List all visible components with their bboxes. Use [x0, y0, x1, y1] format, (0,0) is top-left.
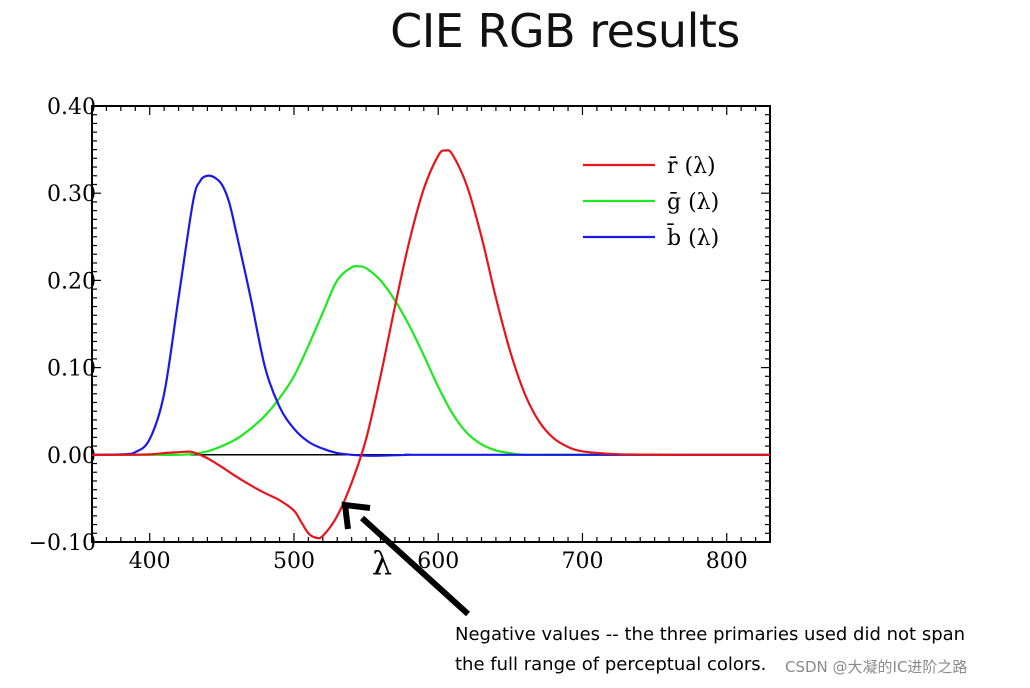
y-tick-label: 0.00 [47, 444, 96, 469]
annotation-line-2: the full range of perceptual colors. [455, 654, 767, 675]
x-tick-label: 500 [273, 549, 315, 574]
x-axis-label: λ [372, 544, 392, 582]
legend-g-bar-label: ḡ (λ) [667, 190, 719, 215]
legend-r-bar-label: r̄ (λ) [667, 154, 716, 179]
annotation: Negative values -- the three primaries u… [455, 620, 1025, 680]
watermark: CSDN @大凝的IC进阶之路 [785, 658, 968, 676]
r-bar-series-line [92, 149, 770, 540]
g-bar-series-line [92, 264, 770, 457]
annotation-arrow-head [341, 501, 371, 530]
x-tick-label: 800 [706, 549, 748, 574]
x-tick-label: 400 [129, 549, 171, 574]
x-tick-label: 700 [561, 549, 603, 574]
y-tick-label: −0.10 [29, 531, 96, 556]
b-bar-series-line [92, 174, 770, 457]
y-tick-label: 0.30 [47, 182, 96, 207]
annotation-arrow-shaft [359, 515, 471, 617]
x-tick-label: 600 [417, 549, 459, 574]
legend-b-bar-label: b̄ (λ) [667, 223, 719, 251]
y-tick-label: 0.40 [47, 95, 96, 120]
y-tick-label: 0.10 [47, 357, 96, 382]
annotation-line-1: Negative values -- the three primaries u… [455, 624, 966, 645]
y-tick-label: 0.20 [47, 269, 96, 294]
slide-title: CIE RGB results [390, 4, 740, 58]
